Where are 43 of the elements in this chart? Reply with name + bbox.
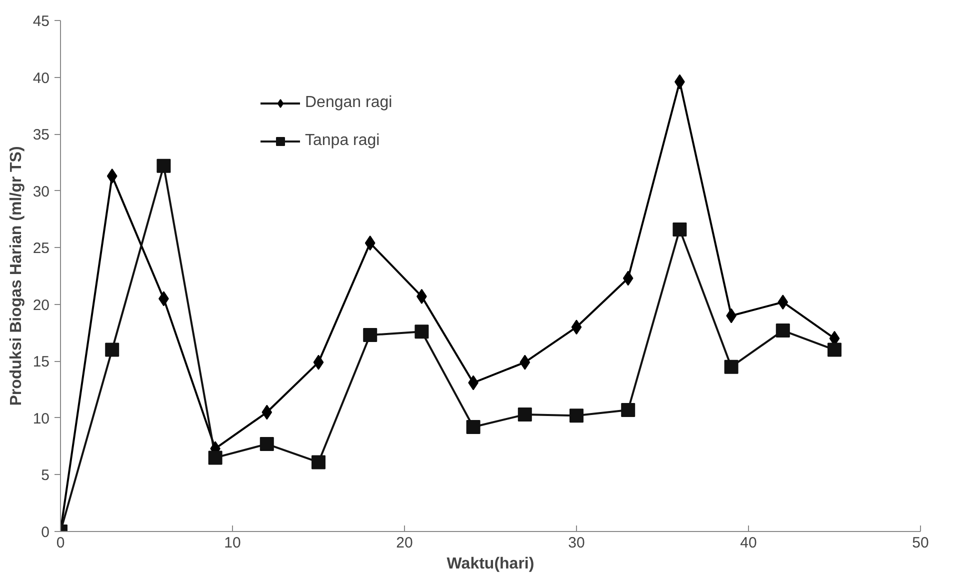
point	[313, 354, 324, 370]
point	[622, 270, 634, 286]
y-tick-label: 20	[32, 296, 50, 314]
point	[776, 324, 790, 338]
x-tick-label: 10	[224, 534, 241, 552]
y-tick-label: 35	[32, 126, 50, 144]
point	[518, 408, 532, 422]
y-tick-label: 10	[32, 410, 50, 428]
y-tick-label: 5	[41, 467, 50, 484]
point	[828, 342, 842, 357]
y-tick-label: 25	[32, 240, 50, 258]
point	[156, 158, 171, 173]
point	[778, 294, 788, 310]
point	[672, 222, 687, 236]
point	[363, 328, 378, 342]
x-axis-title: Waktu(hari)	[446, 556, 534, 572]
point	[208, 450, 222, 465]
x-tick-label: 20	[396, 534, 413, 552]
point	[364, 236, 376, 251]
x-tick-label: 0	[56, 534, 65, 552]
point	[414, 324, 429, 339]
x-tick-label: 50	[912, 534, 929, 552]
point	[466, 420, 480, 434]
point	[571, 320, 582, 335]
legend-label: Dengan ragi	[305, 94, 392, 112]
x-tick-label: 30	[568, 534, 585, 552]
point	[260, 437, 274, 452]
y-tick-label: 30	[32, 183, 50, 200]
point	[724, 360, 738, 374]
point	[106, 168, 118, 184]
point	[520, 354, 530, 370]
y-tick-label: 45	[32, 13, 50, 30]
y-tick-label: 40	[32, 70, 50, 87]
x-tick-label: 40	[740, 534, 757, 552]
y-tick-label: 15	[32, 354, 50, 371]
point	[570, 408, 584, 423]
y-tick-label: 0	[41, 524, 50, 541]
point	[621, 402, 636, 417]
legend-label: Tanpa ragi	[305, 132, 380, 150]
y-axis-title: Produksi Biogas Harian (ml/gr TS)	[8, 146, 25, 406]
point	[262, 404, 272, 420]
point	[312, 455, 326, 470]
point	[105, 342, 120, 357]
